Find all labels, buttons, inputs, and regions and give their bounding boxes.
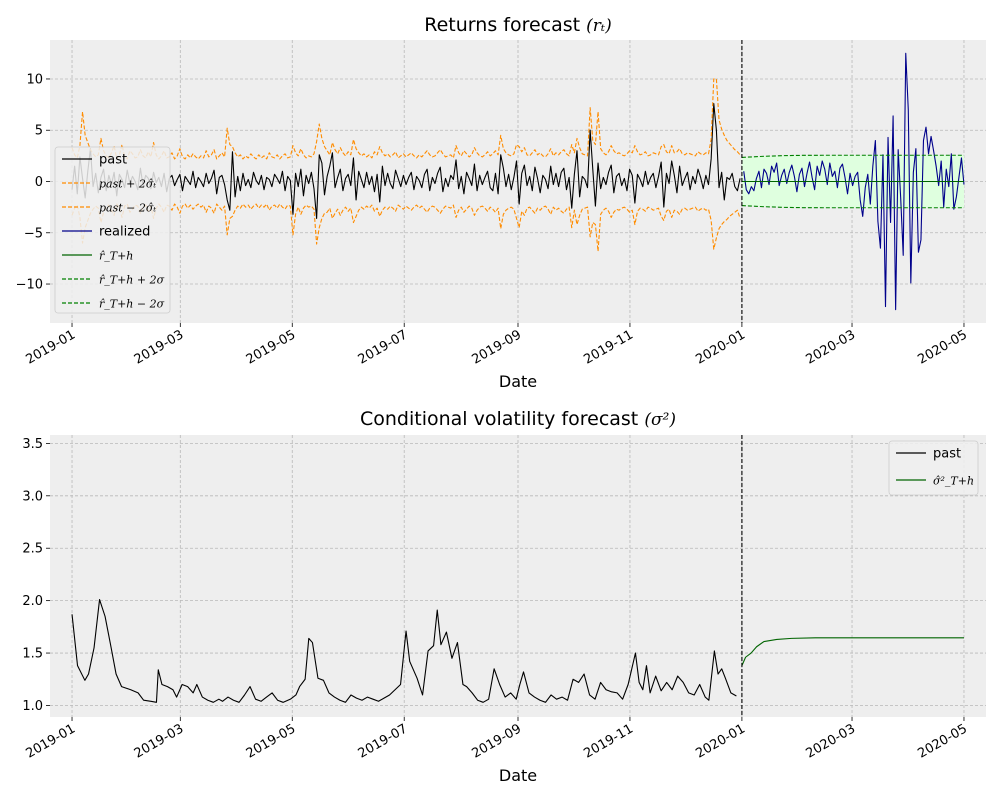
y-tick-label: 3.5 [22, 437, 43, 452]
x-tick-label: 2020-03 [803, 721, 858, 761]
legend-label: realized [99, 225, 150, 240]
returns-series-group [71, 52, 965, 311]
x-tick-label: 2020-01 [693, 721, 748, 761]
legend-label: past + 2σ̂ₜ [99, 178, 156, 191]
volatility-x-axis-label: Date [499, 766, 537, 785]
y-tick-label: −10 [16, 278, 43, 293]
y-tick-label: 1.0 [22, 699, 43, 714]
volatility-grid [50, 435, 986, 717]
y-tick-label: 10 [26, 72, 43, 87]
x-tick-label: 2019-03 [132, 721, 187, 761]
x-tick-label: 2020-01 [693, 327, 748, 367]
x-tick-label: 2019-01 [23, 721, 78, 761]
y-tick-label: −5 [24, 226, 43, 241]
legend-label: r̂_T+h − 2σ [99, 298, 165, 311]
x-tick-label: 2020-03 [803, 327, 858, 367]
legend-label: r̂_T+h + 2σ [99, 274, 165, 287]
volatility-legend: past σ̂²_T+h [888, 440, 979, 496]
x-tick-label: 2019-11 [581, 327, 636, 367]
volatility-series-group [71, 599, 964, 703]
x-tick-label: 2019-05 [244, 721, 299, 761]
returns-x-axis-label: Date [499, 372, 537, 391]
y-tick-label: 5 [35, 124, 43, 139]
y-tick-label: 2.0 [22, 594, 43, 609]
legend-label: past [933, 447, 961, 462]
volatility-forecast-chart: 2019-01 2019-03 2019-05 2019-07 2019-09 2019-… [22, 408, 986, 785]
returns-legend: past past + 2σ̂ₜ past − 2σ̂ₜ realized r̂_T+h… [54, 146, 171, 314]
x-tick-label: 2019-05 [244, 327, 299, 367]
y-tick-label: 2.5 [22, 542, 43, 557]
legend-frame [888, 440, 979, 496]
x-tick-label: 2019-07 [356, 327, 411, 367]
x-tick-label: 2019-11 [581, 721, 636, 761]
series-line-past-upper [71, 78, 741, 160]
y-tick-label: 3.0 [22, 489, 43, 504]
series-line-past [71, 103, 741, 219]
x-tick-label: 2019-01 [23, 327, 78, 367]
x-tick-label: 2019-09 [469, 721, 524, 761]
legend-label: past − 2σ̂ₜ [99, 202, 156, 215]
legend-label: σ̂²_T+h [933, 475, 974, 488]
y-tick-label: 0 [35, 175, 43, 190]
volatility-chart-title: Conditional volatility forecast (σ²) [360, 408, 676, 430]
series-line-forecast-upper [741, 154, 964, 158]
legend-frame [54, 146, 171, 314]
x-tick-label: 2020-05 [915, 721, 970, 761]
returns-forecast-chart: 2019-01 2019-03 2019-05 2019-07 2019-09 2019-… [16, 14, 986, 391]
returns-grid [50, 40, 986, 323]
series-line-past-lower [71, 203, 741, 252]
returns-chart-title: Returns forecast (rₜ) [424, 14, 611, 36]
legend-label: past [99, 153, 127, 168]
legend-label: r̂_T+h [99, 250, 133, 263]
x-tick-label: 2019-07 [356, 721, 411, 761]
x-tick-label: 2019-03 [132, 327, 187, 367]
x-tick-label: 2020-05 [915, 327, 970, 367]
series-line-forecast-lower [741, 205, 964, 209]
y-tick-label: 1.5 [22, 647, 43, 662]
series-line-forecast-vol [741, 637, 964, 666]
series-line-past-vol [71, 599, 737, 703]
x-tick-label: 2019-09 [469, 327, 524, 367]
